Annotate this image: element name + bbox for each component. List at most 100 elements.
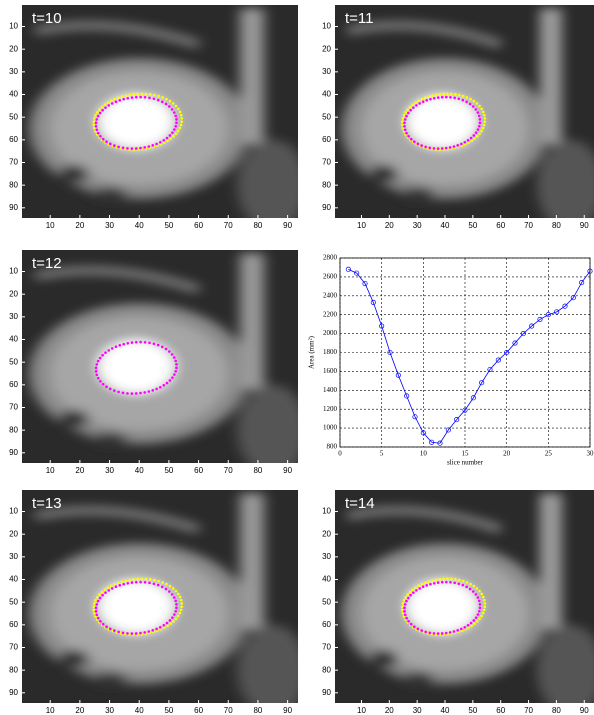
x-tick-label: 30	[413, 221, 422, 230]
contour-dot	[113, 97, 116, 101]
contour-dot	[98, 108, 101, 111]
data-point	[479, 380, 485, 386]
contour-dot	[456, 629, 460, 632]
contour-dot	[94, 370, 98, 373]
contour-dot	[93, 611, 96, 615]
contour-dot	[94, 599, 97, 602]
data-point	[370, 299, 376, 305]
x-tick-label: 40	[441, 221, 450, 230]
contour-dot	[442, 92, 445, 96]
x-tick-label: 70	[224, 221, 233, 230]
y-tick-label: 80	[322, 665, 331, 674]
x-tick-label: 40	[135, 706, 144, 715]
contour-dot	[401, 120, 404, 123]
contour-dot	[126, 341, 130, 345]
contour-dot	[96, 114, 100, 118]
contour-dot	[153, 578, 156, 582]
contour-dot	[124, 94, 128, 97]
contour-dot	[113, 144, 116, 147]
x-tick-label: 20	[385, 706, 394, 715]
contour-dot	[465, 96, 469, 99]
contour-dot	[428, 631, 432, 635]
contour-dot	[130, 392, 134, 395]
y-tick-label: 10	[322, 507, 331, 516]
contour-dot	[117, 145, 120, 149]
contour-dot	[470, 624, 473, 628]
contour-dot	[93, 126, 96, 130]
data-point	[495, 357, 501, 363]
contour-dot	[117, 390, 120, 394]
x-tick-label: 90	[283, 706, 292, 715]
vessel	[539, 493, 562, 630]
y-tick-label: 70	[9, 643, 18, 652]
contour-dot	[126, 392, 129, 395]
x-tick-label: 50	[468, 221, 477, 230]
contour-dot	[461, 98, 465, 102]
contour-dot	[121, 146, 125, 150]
dark-spot	[91, 187, 128, 202]
mri-image	[335, 5, 594, 218]
contour-dot	[130, 581, 134, 584]
x-tick-label: 70	[224, 466, 233, 475]
contour-dot	[424, 630, 427, 634]
contour-dot	[174, 114, 178, 118]
y-tick-label: 1400	[323, 386, 338, 394]
contour-dot	[465, 100, 468, 104]
contour-dot	[148, 96, 151, 100]
y-tick-label: 50	[9, 597, 18, 606]
y-tick-label: 50	[9, 357, 18, 366]
x-tick-label: 0	[338, 450, 342, 458]
contour-dot	[128, 93, 131, 97]
y-tick-label: 10	[9, 22, 18, 31]
contour-dot	[155, 387, 158, 391]
contour-dot	[483, 602, 487, 605]
contour-dot	[109, 99, 113, 103]
y-tick-label: 80	[322, 180, 331, 189]
contour-dot	[143, 580, 147, 584]
contour-dot	[180, 117, 184, 120]
contour-dot	[432, 147, 436, 150]
contour-dot	[144, 92, 148, 96]
image-content	[29, 493, 298, 703]
contour-dot	[482, 123, 486, 127]
contour-dot	[478, 104, 481, 108]
contour-dot	[480, 592, 483, 596]
contours	[92, 577, 184, 636]
y-tick-label: 1800	[323, 348, 338, 356]
x-tick-label: 10	[357, 706, 366, 715]
contour-dot	[405, 599, 408, 603]
y-tick-label: 70	[9, 158, 18, 167]
contour-dot	[103, 588, 107, 592]
data-point	[379, 323, 385, 329]
contour-dot	[162, 623, 166, 627]
data-point	[404, 393, 410, 399]
contour-dot	[106, 586, 110, 589]
x-tick-label: 20	[75, 221, 84, 230]
contour-dot	[453, 96, 456, 100]
contour-dot	[120, 580, 124, 583]
mri-image	[22, 250, 298, 463]
contour-dot	[470, 139, 473, 143]
contour-dot	[416, 627, 420, 631]
contour-dot	[449, 95, 452, 99]
contour-dot	[461, 94, 465, 98]
contours	[94, 340, 178, 395]
contour-dot	[474, 131, 478, 134]
contour-dot	[99, 134, 102, 138]
contour-dot	[128, 633, 131, 636]
contour-dot	[110, 587, 114, 590]
contour-dot	[463, 625, 467, 629]
contour-dot	[178, 126, 182, 130]
contour-dot	[121, 391, 125, 395]
contour-dot	[409, 622, 413, 626]
data-point	[437, 440, 443, 446]
contour-dot	[101, 353, 104, 357]
x-tick-label: 30	[587, 450, 594, 458]
x-tick-label: 25	[545, 450, 553, 458]
contour-dot	[405, 616, 408, 620]
contour-dot	[444, 146, 448, 150]
contour-dot	[466, 623, 470, 627]
contour-dot	[452, 630, 456, 633]
contour-dot	[134, 147, 138, 150]
contour-dot	[173, 128, 176, 131]
